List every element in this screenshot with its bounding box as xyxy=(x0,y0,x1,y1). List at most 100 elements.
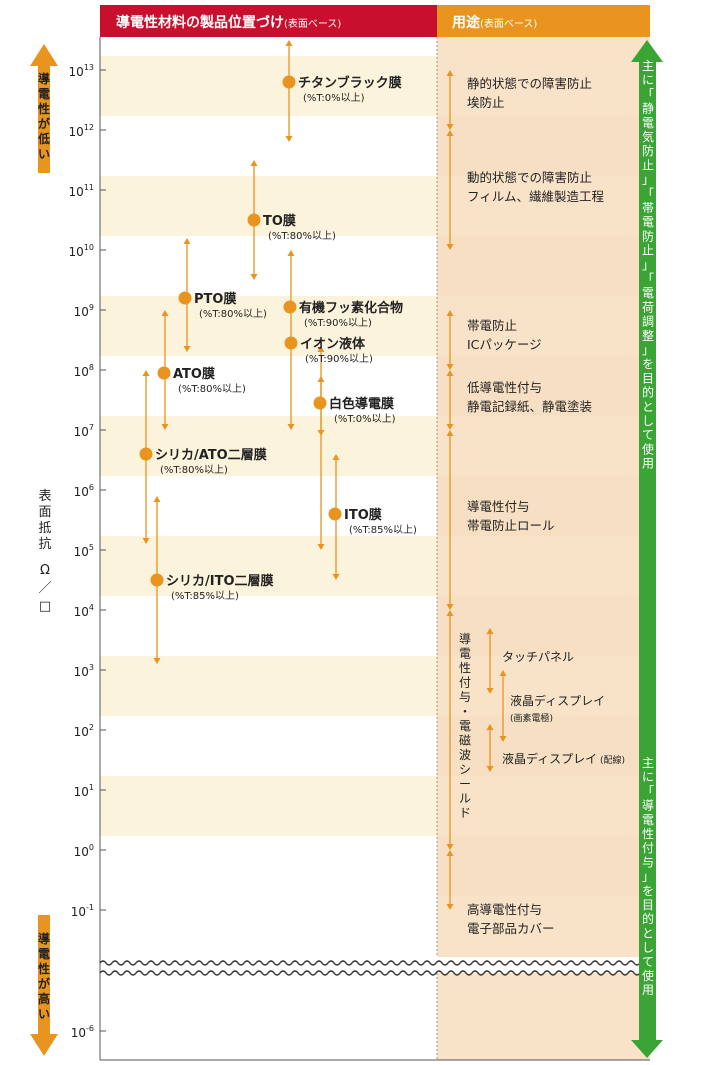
y-tick-label: 106 xyxy=(74,483,94,499)
product-range-head-top xyxy=(285,40,293,46)
product-marker xyxy=(284,336,298,350)
use-label: 導電性付与 xyxy=(467,499,530,514)
y-tick-label: 10-6 xyxy=(71,1024,94,1040)
product-2: PTO膜(%T:80%以上) xyxy=(178,238,267,352)
y-tick-label: 102 xyxy=(74,723,94,739)
band-right xyxy=(437,37,650,1060)
product-marker xyxy=(150,573,164,587)
y-tick-label: 1010 xyxy=(69,243,94,259)
shield-item-range-head-bottom xyxy=(499,736,507,742)
header-left-title: 導電性材料の製品位置づけ(表面ベース) xyxy=(116,14,341,31)
use-label: 静的状態での障害防止 xyxy=(467,76,592,91)
product-name: シリカ/ITO二層膜 xyxy=(166,573,274,589)
use-label: 帯電防止 xyxy=(467,318,517,333)
axis-break-gap xyxy=(101,957,650,973)
header: 導電性材料の製品位置づけ(表面ベース) 用途(表面ベース) xyxy=(100,5,650,37)
product-range-head-top xyxy=(317,346,325,352)
product-range-head-top xyxy=(317,376,325,382)
top-arrow-label: 導電性が低い xyxy=(37,71,50,161)
product-range-head-bottom xyxy=(250,274,258,280)
use-range-head-bottom xyxy=(446,364,454,370)
y-tick-label: 105 xyxy=(74,543,94,559)
y-tick-label: 100 xyxy=(74,843,94,859)
shield-item-sub: (配線) xyxy=(600,754,625,766)
product-marker xyxy=(313,396,327,410)
chart-frame xyxy=(99,37,650,1061)
shield-item-0: タッチパネル xyxy=(486,628,574,694)
purpose-bottom-label: 主に「導電性付与」を目的として使用 xyxy=(642,756,654,997)
band-left xyxy=(100,416,437,476)
shield-item-label: 液晶ディスプレイ xyxy=(502,751,597,766)
use-label: 静電記録紙、静電塗装 xyxy=(467,399,592,414)
y-tick-label: 107 xyxy=(74,423,94,439)
purpose-top-label: 主に「静電気防止」「帯電防止」「電荷調整」を目的として使用 xyxy=(642,59,654,471)
product-name: 有機フッ素化合物 xyxy=(299,300,403,316)
band-right-stripe xyxy=(437,236,650,296)
product-range-head-top xyxy=(161,310,169,316)
use-range-head-bottom xyxy=(446,604,454,610)
use-label: フィルム、繊維製造工程 xyxy=(467,189,605,204)
bottom-arrow-shaft xyxy=(38,915,50,1037)
product-marker xyxy=(328,507,342,521)
background-bands xyxy=(100,37,650,1060)
use-range-head-top xyxy=(446,70,454,76)
header-left-box xyxy=(100,5,437,37)
product-note: (%T:80%以上) xyxy=(160,464,228,476)
shield-range-head-bottom xyxy=(446,844,454,850)
use-label: ICパッケージ xyxy=(467,337,542,352)
product-marker xyxy=(247,213,261,227)
product-note: (%T:90%以上) xyxy=(305,353,373,365)
y-tick-label: 104 xyxy=(74,603,94,619)
green-bar xyxy=(639,58,656,1046)
y-tick-label: 108 xyxy=(74,363,94,379)
band-right-stripe xyxy=(437,716,650,776)
product-0: チタンブラック膜(%T:0%以上) xyxy=(282,40,402,142)
shield-item-2: 液晶ディスプレイ (配線) xyxy=(486,724,625,772)
product-range-head-top xyxy=(332,454,340,460)
product-name: 白色導電膜 xyxy=(329,396,394,412)
axis-break-wave-top xyxy=(99,960,641,966)
header-right-box xyxy=(437,5,650,37)
product-range-head-bottom xyxy=(183,346,191,352)
top-arrow-head xyxy=(30,44,58,66)
shield-label: 導電性付与・電磁波シールド xyxy=(459,632,471,820)
product-note: (%T:80%以上) xyxy=(268,230,336,242)
band-left xyxy=(100,176,437,236)
band-right-stripe xyxy=(437,476,650,536)
use-label: 帯電防止ロール xyxy=(467,518,555,533)
band-right-stripe xyxy=(437,836,650,896)
header-left-title-sub: (表面ベース) xyxy=(284,17,341,30)
product-range-head-top xyxy=(287,250,295,256)
product-8: ITO膜(%T:85%以上) xyxy=(328,454,417,580)
shield-item-range-head-bottom xyxy=(486,688,494,694)
product-range-head-top xyxy=(153,496,161,502)
product-note: (%T:85%以上) xyxy=(171,590,239,602)
product-note: (%T:0%以上) xyxy=(303,92,365,104)
band-left xyxy=(100,296,437,356)
header-right-title-sub: (表面ベース) xyxy=(480,17,537,30)
product-range-head-top xyxy=(142,370,150,376)
product-range-head-bottom xyxy=(285,136,293,142)
band-right-stripe xyxy=(437,596,650,656)
shield-item-label: タッチパネル xyxy=(502,650,574,664)
shield-item-sub: (画素電極) xyxy=(510,712,553,724)
green-arrow-top xyxy=(631,40,663,62)
shield-item-range-head-top xyxy=(486,628,494,634)
use-2: 帯電防止 ICパッケージ xyxy=(446,310,542,370)
product-name: チタンブラック膜 xyxy=(298,75,402,91)
product-note: (%T:0%以上) xyxy=(334,413,396,425)
product-range-head-bottom xyxy=(317,544,325,550)
y-tick-label: 109 xyxy=(74,303,94,319)
shield-range-head-top xyxy=(446,610,454,616)
product-1: TO膜(%T:80%以上) xyxy=(247,160,336,280)
header-right-title-main: 用途 xyxy=(452,14,481,31)
use-label: 低導電性付与 xyxy=(467,380,542,395)
use-range-head-bottom xyxy=(446,904,454,910)
product-note: (%T:80%以上) xyxy=(178,383,246,395)
